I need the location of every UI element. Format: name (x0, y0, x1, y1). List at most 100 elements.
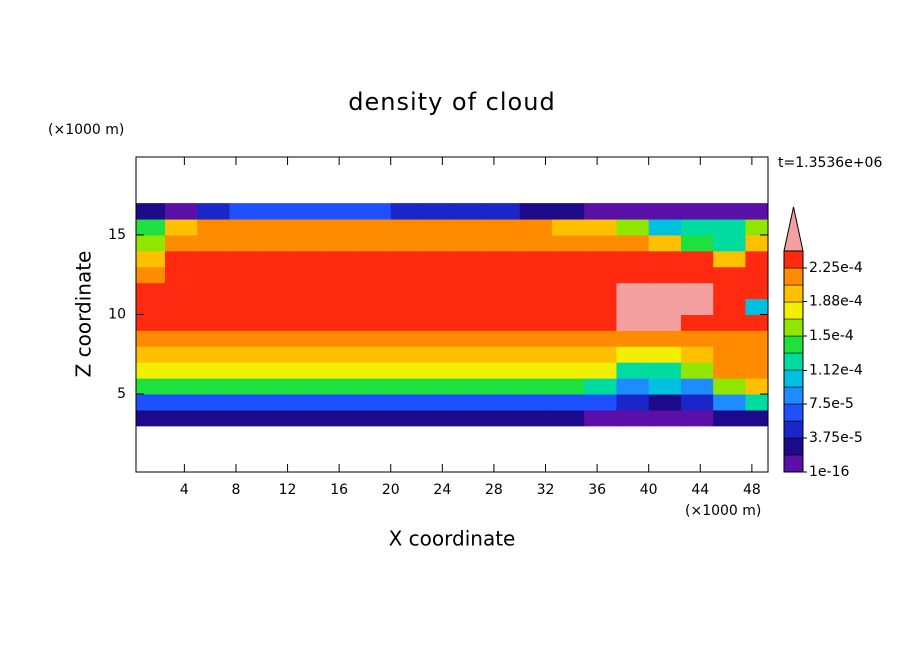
cell (136, 203, 166, 220)
x-tick-label: 28 (485, 482, 503, 498)
cell (165, 250, 198, 268)
cell (551, 314, 585, 331)
x-unit: (×1000 m) (685, 503, 761, 519)
cell (584, 219, 617, 236)
cell (229, 394, 263, 411)
cell (165, 219, 198, 236)
cell (455, 378, 488, 395)
cell (358, 298, 392, 315)
x-tick-label: 36 (588, 482, 606, 498)
cell (390, 203, 424, 220)
colorbar-band (783, 369, 804, 388)
cell (197, 330, 231, 347)
cell (713, 266, 746, 284)
cell (745, 330, 768, 347)
cell (136, 378, 166, 395)
cell (326, 234, 359, 252)
cell (584, 282, 617, 300)
cell (197, 282, 231, 300)
cell (487, 298, 521, 315)
cell (165, 378, 198, 395)
cell (713, 346, 746, 363)
cell (455, 362, 488, 379)
cell (165, 203, 198, 220)
cell (294, 314, 327, 331)
cell (165, 409, 198, 427)
cell (197, 250, 231, 268)
cell (326, 314, 359, 331)
cell (648, 378, 682, 395)
cell (713, 219, 746, 236)
cell (519, 362, 553, 379)
colorbar-band (783, 250, 804, 269)
colorbar-tick-label: 1.12e-4 (809, 362, 863, 378)
cell (294, 346, 327, 363)
x-tick-label: 44 (691, 482, 709, 498)
cell (519, 314, 553, 331)
cell (358, 234, 392, 252)
cell (422, 394, 456, 411)
cell (390, 378, 424, 395)
cell (616, 219, 650, 236)
cell (551, 250, 585, 268)
cell (422, 362, 456, 379)
cell (616, 394, 650, 411)
cell (455, 394, 488, 411)
cell (358, 378, 392, 395)
cell (519, 346, 553, 363)
cell (680, 394, 714, 411)
cell (713, 282, 746, 300)
cell (616, 409, 650, 427)
cell (648, 219, 682, 236)
cell (326, 203, 359, 220)
cell (294, 234, 327, 252)
cell (519, 378, 553, 395)
cell (136, 394, 166, 411)
cell (584, 266, 617, 284)
cell (422, 298, 456, 315)
colorbar-tick-label: 1.5e-4 (809, 328, 854, 344)
cell (648, 409, 682, 427)
cell (487, 409, 521, 427)
cell (136, 282, 166, 300)
cell (326, 346, 359, 363)
cell (648, 234, 682, 252)
cell (326, 409, 359, 427)
cell (326, 250, 359, 268)
cell (648, 250, 682, 268)
cell (648, 298, 682, 315)
cell (358, 203, 392, 220)
cell (487, 266, 521, 284)
cell (294, 362, 327, 379)
cell (487, 203, 521, 220)
cell (616, 378, 650, 395)
cell (616, 298, 650, 315)
cell (136, 219, 166, 236)
cell (487, 394, 521, 411)
cell (616, 362, 650, 379)
colorbar-tick-label: 1e-16 (809, 464, 849, 480)
cell (294, 378, 327, 395)
cell (455, 203, 488, 220)
cell (229, 234, 263, 252)
cell (165, 362, 198, 379)
cell (136, 346, 166, 363)
cell (616, 234, 650, 252)
cell (358, 409, 392, 427)
y-unit: (×1000 m) (48, 122, 124, 138)
cell (422, 282, 456, 300)
cell (422, 234, 456, 252)
colorbar-band (783, 454, 804, 473)
cell (584, 298, 617, 315)
cell (294, 203, 327, 220)
cell (261, 282, 295, 300)
cell (584, 346, 617, 363)
chart-title: density of cloud (348, 88, 555, 116)
cell (745, 362, 768, 379)
cell (136, 362, 166, 379)
cell (519, 409, 553, 427)
cell (648, 346, 682, 363)
cell (680, 298, 714, 315)
cell (197, 314, 231, 331)
cell (261, 330, 295, 347)
